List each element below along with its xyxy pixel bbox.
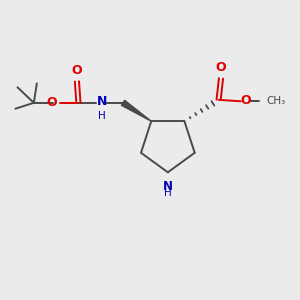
Text: H: H	[98, 111, 106, 121]
Text: CH₃: CH₃	[267, 96, 286, 106]
Text: O: O	[72, 64, 82, 77]
Polygon shape	[122, 100, 151, 121]
Text: H: H	[164, 188, 172, 198]
Text: O: O	[46, 96, 57, 109]
Text: O: O	[240, 94, 251, 107]
Text: N: N	[163, 180, 173, 193]
Text: N: N	[96, 95, 107, 108]
Text: O: O	[216, 61, 226, 74]
